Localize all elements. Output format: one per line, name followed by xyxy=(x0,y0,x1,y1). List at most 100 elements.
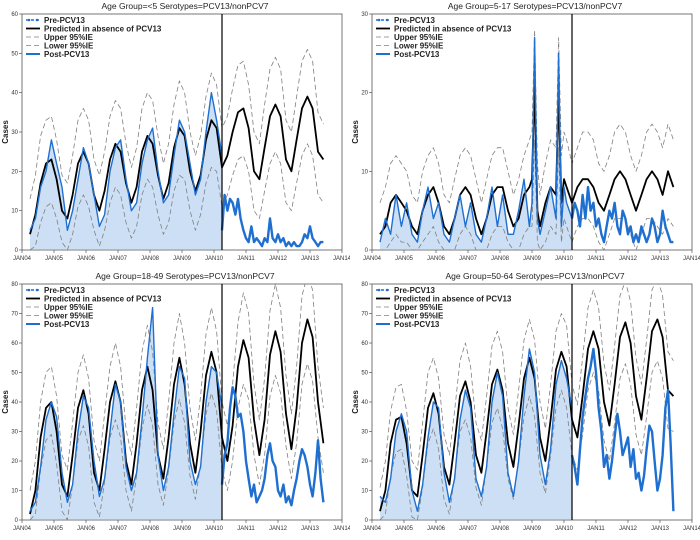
legend-label: Post-PCV13 xyxy=(394,320,440,329)
y-tick-label: 70 xyxy=(11,312,18,318)
y-tick-label: 30 xyxy=(11,430,18,436)
x-tick-label: JAN13 xyxy=(301,256,320,262)
y-tick-label: 60 xyxy=(11,12,18,18)
y-tick-label: 30 xyxy=(11,130,18,136)
legend-label: Pre-PCV13 xyxy=(394,286,435,295)
panel-age-under-5: Age Group=<5 Serotypes=PCV13/nonPCV7 0 10 2… xyxy=(0,0,350,270)
x-tick-label: JAN05 xyxy=(395,256,414,262)
legend-label: Predicted in absence of PCV13 xyxy=(394,294,512,303)
y-tick-label: 50 xyxy=(11,371,18,377)
legend-label: Lower 95%IE xyxy=(394,41,444,50)
x-tick-label: JAN09 xyxy=(523,526,542,532)
x-tick-label: JAN08 xyxy=(141,256,160,262)
x-tick-label: JAN14 xyxy=(333,256,350,262)
legend-label: Lower 95%IE xyxy=(44,41,94,50)
legend-marker xyxy=(377,288,381,292)
legend-label: Post-PCV13 xyxy=(44,50,90,59)
x-tick-label: JAN05 xyxy=(45,256,64,262)
x-tick-label: JAN05 xyxy=(395,526,414,532)
x-tick-label: JAN07 xyxy=(459,526,478,532)
chart-svg: Age Group=18-49 Serotypes=PCV13/nonPCV7 0… xyxy=(1,271,350,532)
upper-95-ie-line xyxy=(379,284,674,488)
legend-marker xyxy=(35,18,39,22)
y-tick-label: 40 xyxy=(11,400,18,406)
x-tick-label: JAN13 xyxy=(301,526,320,532)
y-tick-label: 50 xyxy=(11,51,18,57)
panel-age-50-64: Age Group=50-64 Serotypes=PCV13/nonPCV7 0… xyxy=(350,270,700,540)
x-tick-label: JAN06 xyxy=(77,526,96,532)
pre-pcv13-line xyxy=(29,91,223,232)
plot-area xyxy=(29,49,325,250)
legend-label: Predicted in absence of PCV13 xyxy=(44,294,162,303)
pre-pcv13-line xyxy=(379,36,573,243)
x-tick-label: JAN07 xyxy=(109,526,128,532)
pre-pcv13-fill xyxy=(30,92,222,250)
plot-area xyxy=(29,284,325,520)
y-axis-label: Cases xyxy=(1,390,10,414)
x-tick-label: JAN11 xyxy=(237,256,255,262)
x-tick-label: JAN14 xyxy=(333,526,350,532)
chart-svg: Age Group=50-64 Serotypes=PCV13/nonPCV7 0… xyxy=(351,271,700,532)
post-pcv13-line xyxy=(570,185,674,244)
y-tick-label: 80 xyxy=(361,282,368,288)
x-tick-label: JAN07 xyxy=(109,256,128,262)
y-tick-label: 10 xyxy=(11,209,18,215)
post-pcv13-line xyxy=(220,193,324,248)
y-axis-label: Cases xyxy=(351,390,360,414)
y-tick-label: 20 xyxy=(361,91,368,97)
y-tick-label: 50 xyxy=(361,371,368,377)
legend-label: Upper 95%IE xyxy=(44,33,94,42)
legend-label: Pre-PCV13 xyxy=(44,286,85,295)
y-tick-label: 20 xyxy=(361,459,368,465)
pre-pcv13-line xyxy=(29,306,223,512)
x-tick-label: JAN10 xyxy=(205,256,224,262)
predicted-in-absence-of-pcv13-line xyxy=(29,318,325,515)
plot-area xyxy=(379,284,675,520)
post-pcv13-line xyxy=(220,386,325,507)
x-tick-label: JAN05 xyxy=(45,526,64,532)
y-tick-label: 10 xyxy=(11,489,18,495)
x-tick-label: JAN04 xyxy=(363,526,382,532)
lower-95-ie-line xyxy=(29,143,324,250)
x-tick-label: JAN11 xyxy=(237,526,255,532)
legend-label: Upper 95%IE xyxy=(394,303,444,312)
plot-area xyxy=(379,29,675,250)
y-tick-label: 10 xyxy=(361,489,368,495)
x-tick-label: JAN07 xyxy=(459,256,478,262)
panel-age-18-49: Age Group=18-49 Serotypes=PCV13/nonPCV7 0… xyxy=(0,270,350,540)
x-tick-label: JAN13 xyxy=(651,526,670,532)
post-pcv13-line xyxy=(570,347,675,512)
y-tick-label: 40 xyxy=(361,400,368,406)
lower-95-ie-line xyxy=(29,363,324,520)
x-tick-label: JAN12 xyxy=(619,256,638,262)
chart-title: Age Group=<5 Serotypes=PCV13/nonPCV7 xyxy=(101,1,268,11)
x-tick-label: JAN12 xyxy=(269,526,288,532)
x-tick-label: JAN06 xyxy=(77,256,96,262)
y-tick-label: 30 xyxy=(361,430,368,436)
legend-label: Post-PCV13 xyxy=(44,320,90,329)
x-tick-label: JAN09 xyxy=(173,526,192,532)
x-tick-label: JAN08 xyxy=(491,256,510,262)
upper-95-ie-line xyxy=(29,284,324,491)
legend-marker xyxy=(27,18,31,22)
y-axis-label: Cases xyxy=(1,120,10,144)
y-tick-label: 30 xyxy=(361,12,368,18)
chart-title: Age Group=5-17 Serotypes=PCV13/nonPCV7 xyxy=(448,1,623,11)
legend-label: Upper 95%IE xyxy=(44,303,94,312)
legend-marker xyxy=(385,288,389,292)
chart-svg: Age Group=5-17 Serotypes=PCV13/nonPCV7 0 1… xyxy=(351,1,700,262)
x-tick-label: JAN14 xyxy=(683,526,700,532)
chart-title: Age Group=50-64 Serotypes=PCV13/nonPCV7 xyxy=(445,271,624,281)
legend-marker xyxy=(385,18,389,22)
legend-label: Lower 95%IE xyxy=(394,311,444,320)
chart-svg: Age Group=<5 Serotypes=PCV13/nonPCV7 0 10 2… xyxy=(1,1,350,262)
y-tick-label: 0 xyxy=(365,518,369,524)
x-tick-label: JAN10 xyxy=(555,526,574,532)
y-axis-label: Cases xyxy=(351,120,360,144)
x-tick-label: JAN09 xyxy=(523,256,542,262)
x-tick-label: JAN14 xyxy=(683,256,700,262)
x-tick-label: JAN11 xyxy=(587,526,605,532)
y-tick-label: 20 xyxy=(11,169,18,175)
legend-label: Lower 95%IE xyxy=(44,311,94,320)
